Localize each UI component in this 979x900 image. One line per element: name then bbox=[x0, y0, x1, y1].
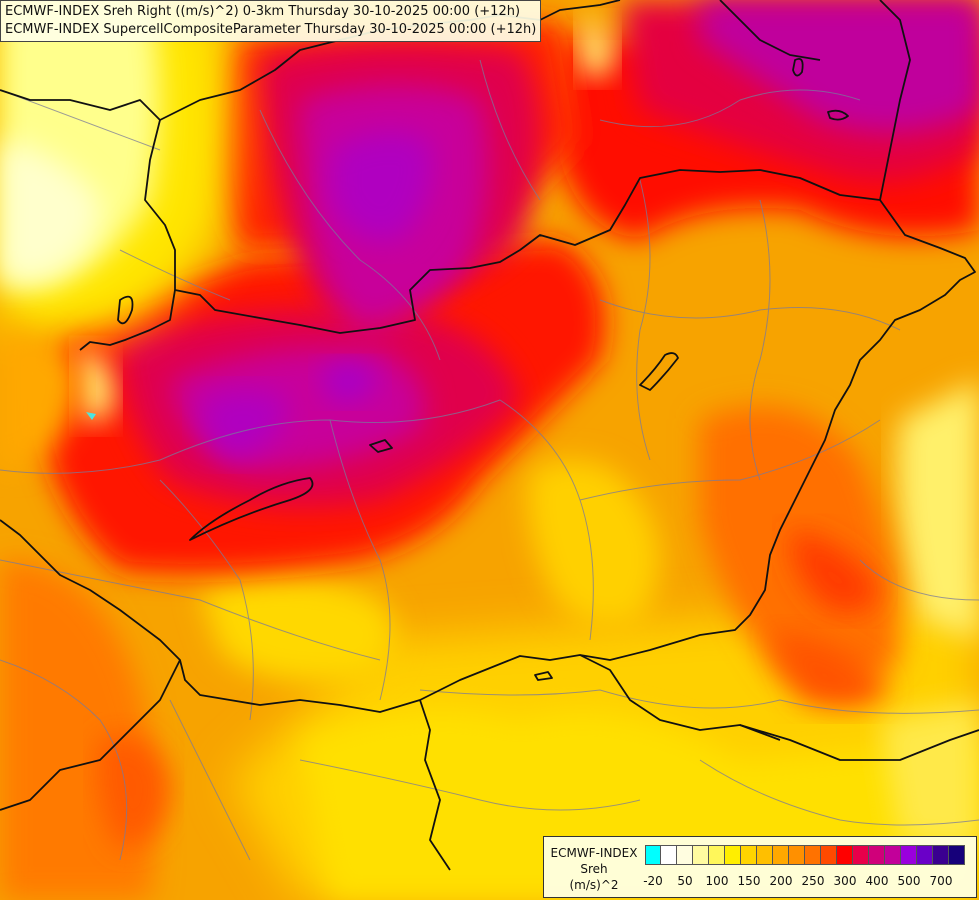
legend-swatch bbox=[805, 845, 821, 865]
legend-swatch bbox=[821, 845, 837, 865]
legend-swatch bbox=[693, 845, 709, 865]
legend-swatch bbox=[837, 845, 853, 865]
legend-swatch bbox=[709, 845, 725, 865]
legend-ticks: -20 50 100 150 200 250 300 400 500 700 bbox=[643, 874, 965, 890]
legend-title: ECMWF-INDEX Sreh (m/s)^2 bbox=[548, 845, 640, 893]
legend-swatch bbox=[901, 845, 917, 865]
legend-tick-label: 500 bbox=[897, 874, 921, 888]
legend-tick-label: 150 bbox=[737, 874, 761, 888]
legend-tick-label: 700 bbox=[929, 874, 953, 888]
legend-title-unit: (m/s)^2 bbox=[569, 878, 619, 892]
legend-swatch bbox=[885, 845, 901, 865]
legend-swatch bbox=[645, 845, 661, 865]
map-title: ECMWF-INDEX Sreh Right ((m/s)^2) 0-3km T… bbox=[0, 0, 542, 42]
legend-title-source: ECMWF-INDEX bbox=[550, 846, 638, 860]
legend-tick-label: 50 bbox=[677, 874, 693, 888]
legend-tick-label: 300 bbox=[833, 874, 857, 888]
legend-swatch bbox=[725, 845, 741, 865]
legend-swatch bbox=[661, 845, 677, 865]
legend-swatch bbox=[757, 845, 773, 865]
legend-swatch bbox=[917, 845, 933, 865]
legend-tick-label: 100 bbox=[705, 874, 729, 888]
legend-tick-label: 250 bbox=[801, 874, 825, 888]
legend-swatch bbox=[869, 845, 885, 865]
legend-swatch bbox=[789, 845, 805, 865]
legend-swatch bbox=[853, 845, 869, 865]
legend-title-param: Sreh bbox=[580, 862, 608, 876]
legend-swatch bbox=[933, 845, 949, 865]
legend-swatches bbox=[645, 845, 965, 865]
title-line-1: ECMWF-INDEX Sreh Right ((m/s)^2) 0-3km T… bbox=[5, 4, 521, 19]
legend-swatch bbox=[677, 845, 693, 865]
legend-swatch bbox=[773, 845, 789, 865]
legend-tick-label: 200 bbox=[769, 874, 793, 888]
region-boundaries bbox=[0, 59, 979, 861]
title-line-2: ECMWF-INDEX SupercellCompositeParameter … bbox=[5, 22, 537, 37]
legend-tick-label: 400 bbox=[865, 874, 889, 888]
legend-tick-label: -20 bbox=[643, 874, 663, 888]
color-legend: ECMWF-INDEX Sreh (m/s)^2 -20 50 100 150 200 2… bbox=[543, 836, 977, 898]
legend-swatch bbox=[741, 845, 757, 865]
legend-swatch bbox=[949, 845, 965, 865]
